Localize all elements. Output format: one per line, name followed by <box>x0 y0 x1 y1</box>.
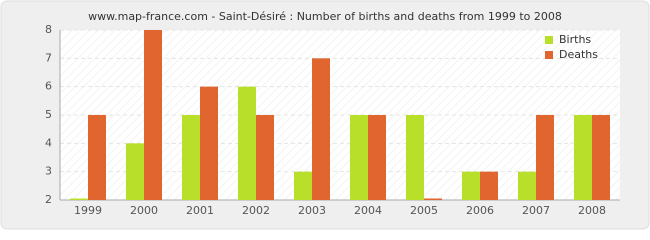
y-tick-label: 7 <box>45 51 52 64</box>
y-tick-label: 2 <box>45 193 52 206</box>
x-tick-label: 2008 <box>578 204 606 217</box>
x-tick-label: 2001 <box>186 204 214 217</box>
x-tick-label: 2005 <box>410 204 438 217</box>
bar <box>368 115 386 200</box>
bar <box>70 198 88 200</box>
legend-label: Deaths <box>559 48 598 61</box>
bar <box>592 115 610 200</box>
bar <box>312 58 330 201</box>
x-tick-label: 2000 <box>130 204 158 217</box>
bar <box>574 115 592 200</box>
y-tick-label: 5 <box>45 108 52 121</box>
bar <box>406 115 424 200</box>
chart: www.map-france.com - Saint-Désiré : Numb… <box>0 0 650 230</box>
bar <box>536 115 554 200</box>
y-tick-label: 8 <box>45 23 52 36</box>
bar <box>200 86 218 200</box>
legend-label: Births <box>559 33 591 46</box>
bar <box>256 115 274 200</box>
bar <box>480 171 498 200</box>
bar <box>182 115 200 200</box>
bar <box>462 171 480 200</box>
bar <box>144 30 162 200</box>
x-tick-label: 2004 <box>354 204 382 217</box>
y-tick-label: 4 <box>45 136 52 149</box>
bar <box>350 115 368 200</box>
y-tick-label: 3 <box>45 165 52 178</box>
bar <box>88 115 106 200</box>
x-tick-label: 2007 <box>522 204 550 217</box>
y-tick-label: 6 <box>45 80 52 93</box>
legend-swatch <box>545 36 553 44</box>
x-tick-label: 1999 <box>74 204 102 217</box>
bar <box>238 86 256 200</box>
bar <box>518 171 536 200</box>
legend-swatch <box>545 51 553 59</box>
chart-title: www.map-france.com - Saint-Désiré : Numb… <box>88 10 562 23</box>
bar <box>126 143 144 200</box>
x-tick-label: 2003 <box>298 204 326 217</box>
bar <box>294 171 312 200</box>
x-tick-label: 2006 <box>466 204 494 217</box>
x-tick-label: 2002 <box>242 204 270 217</box>
bar <box>424 198 442 200</box>
